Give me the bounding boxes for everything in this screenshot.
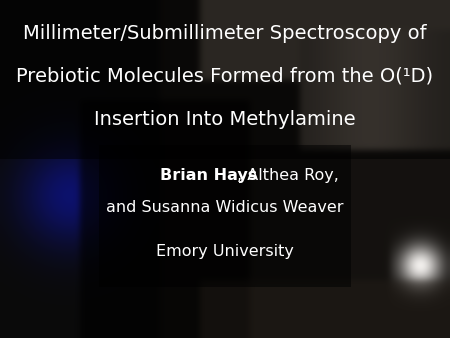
Text: , Althea Roy,: , Althea Roy, (237, 168, 339, 183)
Text: Prebiotic Molecules Formed from the O(¹D): Prebiotic Molecules Formed from the O(¹D… (17, 67, 433, 86)
Text: Millimeter/Submillimeter Spectroscopy of: Millimeter/Submillimeter Spectroscopy of (23, 24, 427, 43)
Text: Brian Hays: Brian Hays (160, 168, 257, 183)
FancyBboxPatch shape (0, 0, 450, 159)
Text: Insertion Into Methylamine: Insertion Into Methylamine (94, 111, 356, 129)
Text: and Susanna Widicus Weaver: and Susanna Widicus Weaver (106, 200, 344, 215)
FancyBboxPatch shape (99, 145, 351, 287)
Text: Emory University: Emory University (156, 244, 294, 259)
